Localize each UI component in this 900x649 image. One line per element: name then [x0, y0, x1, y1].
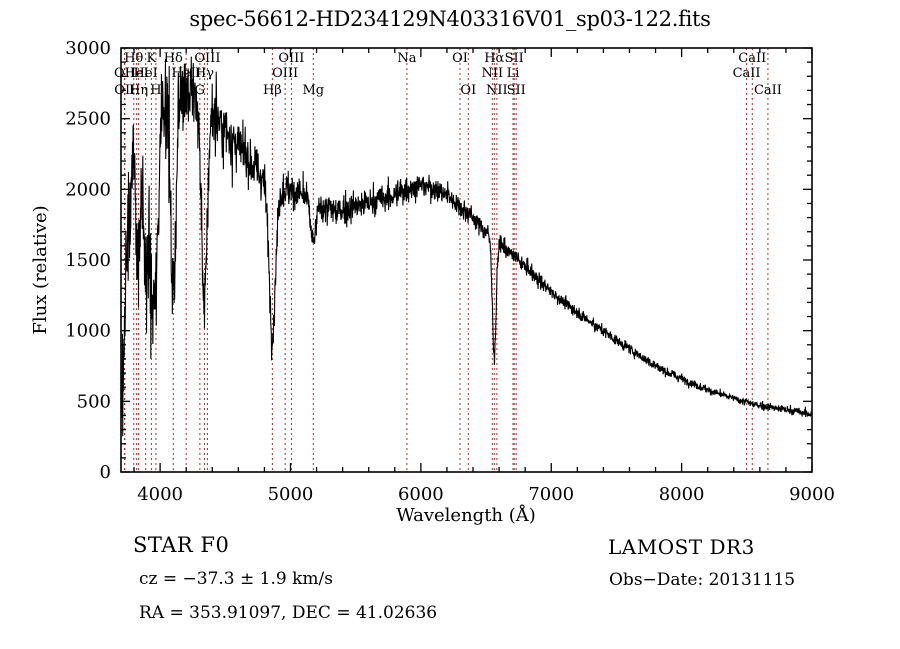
y-tick-label: 2500	[65, 109, 111, 130]
spectral-line-label: Na	[397, 51, 416, 66]
spectral-line-label: OII	[114, 83, 135, 98]
x-axis-title: Wavelength (Å)	[396, 504, 536, 526]
radial-velocity: cz = −37.3 ± 1.9 km/s	[139, 569, 333, 589]
spectral-line-label: OIII	[194, 51, 220, 66]
y-tick-label: 1000	[65, 321, 111, 342]
y-axis-title: Flux (relative)	[30, 205, 51, 334]
spectral-line-label: HeII	[172, 66, 201, 81]
spectral-line-label: OII	[114, 66, 135, 81]
spectral-line-label: OI	[452, 51, 468, 66]
spectral-line-label: Hα	[484, 51, 504, 66]
x-tick-label: 4000	[137, 484, 183, 505]
spectral-line-label: H	[150, 83, 161, 98]
spectrum-curve	[120, 56, 813, 437]
x-tick-label: 9000	[789, 484, 835, 505]
x-tick-label: 5000	[268, 484, 314, 505]
spectral-line-label: OI	[460, 83, 476, 98]
spectral-line-label: HeI	[134, 66, 158, 81]
axis-tick-labels: 4000 5000 6000 7000 8000 9000 0 500 1000 1500 2000…	[65, 38, 835, 505]
spectral-line-label: OIII	[278, 51, 304, 66]
spectral-line-label: Hγ	[195, 66, 214, 81]
spectral-line-label: K	[147, 51, 157, 66]
y-tick-label: 1500	[65, 250, 111, 271]
survey-release: LAMOST DR3	[608, 535, 755, 559]
spectral-line-label: CaII	[733, 66, 761, 81]
page-title: spec-56612-HD234129N403316V01_sp03-122.f…	[189, 7, 711, 31]
spectral-line-label: SII	[505, 51, 524, 66]
observation-date: Obs−Date: 20131115	[609, 570, 796, 590]
y-tick-label: 3000	[65, 38, 111, 59]
spectral-line-label: CaII	[738, 51, 766, 66]
spectral-line-markers	[124, 48, 769, 472]
spectral-line-label: Hη	[129, 83, 148, 98]
plot-axes	[120, 47, 813, 473]
star-classification: STAR F0	[133, 533, 230, 557]
spectral-line-label: Hβ	[263, 83, 282, 98]
spectral-line-label: Li	[507, 66, 520, 81]
spectral-line-label: HeI	[125, 66, 149, 81]
spectral-line-label: Mg	[302, 83, 324, 98]
x-tick-label: 6000	[398, 484, 444, 505]
x-tick-label: 7000	[528, 484, 574, 505]
y-tick-label: 500	[77, 391, 111, 412]
y-tick-label: 0	[100, 462, 111, 483]
spectral-line-labels: OIIOIIHθHeIHηKHeIHHδHeIIHγGOIIIHβOIIIOII…	[114, 51, 782, 98]
spectral-line-label: SII	[507, 83, 526, 98]
spectral-line-label: OIII	[272, 66, 298, 81]
spectral-line-label: Hθ	[124, 51, 143, 66]
spectral-line-label: NII	[486, 83, 508, 98]
x-tick-label: 8000	[659, 484, 705, 505]
spectral-line-label: Hδ	[164, 51, 183, 66]
plot-frame	[120, 47, 813, 473]
y-tick-label: 2000	[65, 179, 111, 200]
spectral-line-label: CaII	[754, 83, 782, 98]
spectral-line-label: NII	[481, 66, 503, 81]
spectral-line-label: G	[195, 83, 205, 98]
coordinates: RA = 353.91097, DEC = 41.02636	[139, 603, 438, 623]
flux-trace	[120, 56, 813, 437]
